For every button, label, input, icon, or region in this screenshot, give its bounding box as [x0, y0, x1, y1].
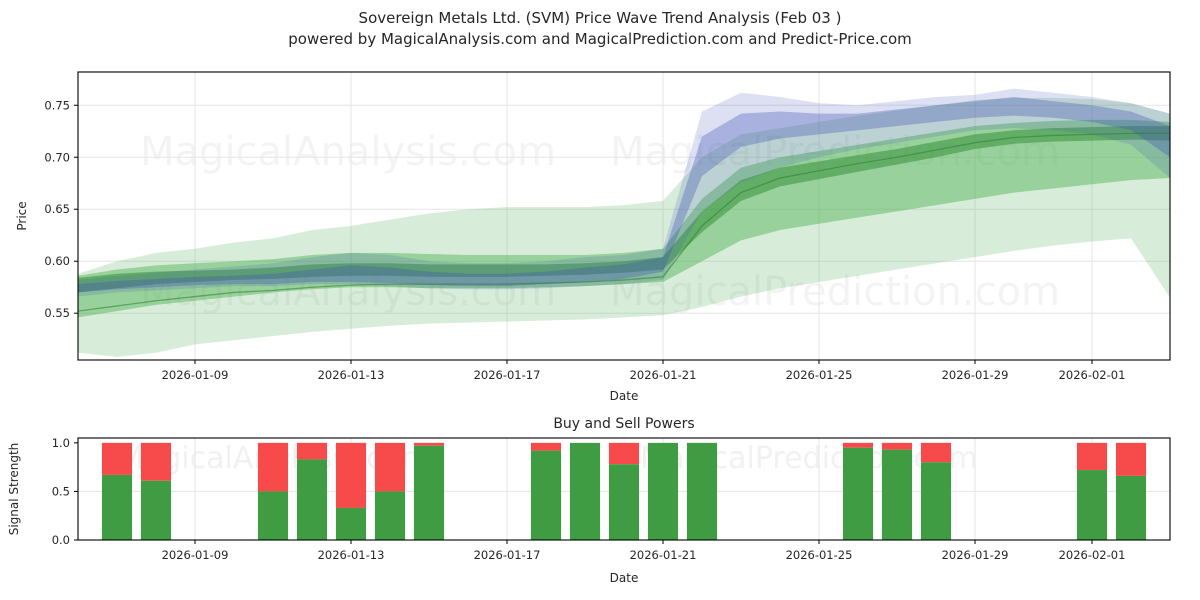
- band-blue-inner-band: [78, 96, 1170, 293]
- bar-buy-power: [530, 450, 562, 540]
- xtick-label-date: 2026-01-21: [630, 368, 697, 382]
- bar-group: [140, 442, 172, 540]
- ytick-label-price: 0.70: [44, 150, 70, 164]
- xtick-label-date: 2026-01-09: [162, 368, 229, 382]
- bar-sell-power: [374, 442, 406, 492]
- bar-buy-power: [647, 442, 679, 540]
- bar-buy-power: [101, 474, 133, 540]
- xtick-label-date: 2026-01-25: [786, 548, 853, 562]
- price-plot-frame: [77, 71, 1171, 361]
- watermark-magicalprediction: MagicalPrediction.com: [610, 269, 1060, 315]
- xtick-label-date: 2026-01-13: [318, 548, 385, 562]
- bar-group: [101, 442, 133, 540]
- buy-sell-chart: Buy and Sell Powers 0.0 0.5 1.0 2026-01-09 20…: [7, 416, 1171, 585]
- xtick-label-date: 2026-01-29: [942, 368, 1009, 382]
- bar-sell-power: [530, 442, 562, 451]
- bar-buy-power: [569, 442, 601, 540]
- xtick-label-date: 2026-01-29: [942, 548, 1009, 562]
- bar-buy-power: [686, 442, 718, 540]
- buy-sell-xaxis-title: Date: [610, 571, 639, 585]
- bar-sell-power: [881, 442, 913, 450]
- bar-buy-power: [296, 459, 328, 540]
- xtick-label-date: 2026-02-01: [1059, 548, 1126, 562]
- bar-sell-power: [1115, 442, 1147, 476]
- bar-sell-power: [101, 442, 133, 475]
- price-xaxis-title: Date: [610, 389, 639, 403]
- bar-group: [296, 442, 328, 540]
- bar-sell-power: [1076, 442, 1108, 471]
- bar-sell-power: [296, 442, 328, 460]
- watermark-magicalanalysis: MagicalAnalysis.com: [140, 129, 556, 175]
- xtick-label-date: 2026-01-17: [474, 548, 541, 562]
- bar-group: [608, 442, 640, 540]
- bar-sell-power: [140, 442, 172, 481]
- page-subtitle: powered by MagicalAnalysis.com and Magic…: [288, 30, 912, 48]
- bar-sell-power: [335, 442, 367, 508]
- band-green-inner-band: [78, 126, 1170, 293]
- ytick-label-price: 0.65: [44, 202, 70, 216]
- title-block: Sovereign Metals Ltd. (SVM) Price Wave T…: [0, 8, 1200, 50]
- line-center-line: [77, 132, 1170, 312]
- xtick-label-date: 2026-01-17: [474, 368, 541, 382]
- buy-sell-title: Buy and Sell Powers: [553, 416, 694, 432]
- bar-buy-power: [413, 445, 445, 540]
- buy-sell-yaxis-title: Signal Strength: [7, 443, 21, 536]
- bar-buy-power: [140, 480, 172, 540]
- xtick-label-date: 2026-01-13: [318, 368, 385, 382]
- bar-sell-power: [608, 442, 640, 465]
- bar-group: [413, 442, 445, 540]
- bar-group: [257, 442, 289, 540]
- price-chart: 0.55 0.60 0.65 0.70 0.75 2026-01-09 2026-01-13…: [15, 71, 1171, 403]
- bar-group: [920, 442, 952, 540]
- bar-group: [335, 442, 367, 540]
- bar-buy-power: [608, 464, 640, 540]
- ytick-label-price: 0.60: [44, 254, 70, 268]
- bar-buy-power: [374, 491, 406, 540]
- band-blue-outer-band: [78, 88, 1170, 297]
- xtick-label-date: 2026-02-01: [1059, 368, 1126, 382]
- bar-sell-power: [257, 442, 289, 492]
- bar-buy-power: [1115, 475, 1147, 540]
- bar-group: [1115, 442, 1147, 540]
- bar-buy-power: [335, 507, 367, 540]
- bar-buy-power: [920, 462, 952, 540]
- price-yaxis-title: Price: [15, 201, 29, 230]
- bar-group: [374, 442, 406, 540]
- bar-buy-power: [1076, 470, 1108, 540]
- bar-group: [569, 442, 601, 540]
- bar-sell-power: [413, 442, 445, 446]
- xtick-label-date: 2026-01-09: [162, 548, 229, 562]
- bar-group: [647, 442, 679, 540]
- xtick-label-date: 2026-01-25: [786, 368, 853, 382]
- ytick-label-signal: 1.0: [52, 436, 70, 450]
- bar-group: [530, 442, 562, 540]
- xtick-label-date: 2026-01-21: [630, 548, 697, 562]
- bar-sell-power: [842, 442, 874, 448]
- bar-group: [842, 442, 874, 540]
- bar-buy-power: [842, 447, 874, 540]
- buy-sell-plot-frame: [77, 437, 1171, 541]
- bar-buy-power: [881, 449, 913, 540]
- ytick-label-signal: 0.5: [52, 484, 70, 498]
- ytick-label-price: 0.75: [44, 98, 70, 112]
- ytick-label-signal: 0.0: [52, 533, 70, 547]
- bar-group: [881, 442, 913, 540]
- page-title: Sovereign Metals Ltd. (SVM) Price Wave T…: [358, 9, 842, 27]
- bar-buy-power: [257, 491, 289, 540]
- ytick-label-price: 0.55: [44, 306, 70, 320]
- bar-sell-power: [920, 442, 952, 463]
- bar-group: [686, 442, 718, 540]
- bar-group: [1076, 442, 1108, 540]
